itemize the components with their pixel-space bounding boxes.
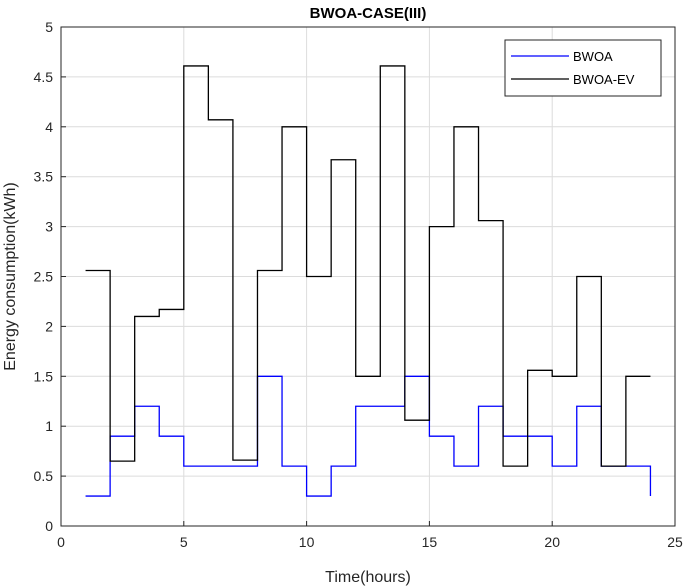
y-tick-label: 0 (45, 518, 53, 534)
x-tick-label: 10 (299, 534, 315, 550)
chart-title: BWOA-CASE(III) (310, 5, 427, 22)
legend: BWOA BWOA-EV (504, 39, 662, 97)
x-tick-label: 25 (667, 534, 683, 550)
y-tick-label: 4.5 (34, 69, 54, 85)
y-tick-label: 1.5 (34, 368, 54, 384)
series-line-bwoa-ev (85, 65, 651, 467)
legend-label: BWOA-EV (573, 72, 635, 87)
y-tick-label: 4 (45, 119, 53, 135)
x-axis-label: Time(hours) (325, 569, 411, 586)
legend-label: BWOA (573, 49, 613, 64)
y-tick-label: 3.5 (34, 169, 54, 185)
x-tick-label: 15 (422, 534, 438, 550)
y-tick-label: 5 (45, 19, 53, 35)
y-axis-label: Energy consumption(kWh) (2, 182, 19, 371)
tick-layer: 0 5 10 15 20 25 0 0.5 1 1.5 2 2.5 3 3.5 4 4.5 5 (34, 19, 683, 550)
legend-box (504, 39, 662, 97)
x-tick-label: 5 (180, 534, 188, 550)
x-tick-label: 20 (544, 534, 560, 550)
y-tick-label: 2.5 (34, 269, 54, 285)
series-line-bwoa (85, 375, 652, 497)
y-tick-label: 3 (45, 219, 53, 235)
y-tick-label: 1 (45, 418, 53, 434)
x-tick-label: 0 (57, 534, 65, 550)
series-layer (85, 65, 652, 497)
y-tick-label: 0.5 (34, 468, 54, 484)
y-tick-label: 2 (45, 318, 53, 334)
